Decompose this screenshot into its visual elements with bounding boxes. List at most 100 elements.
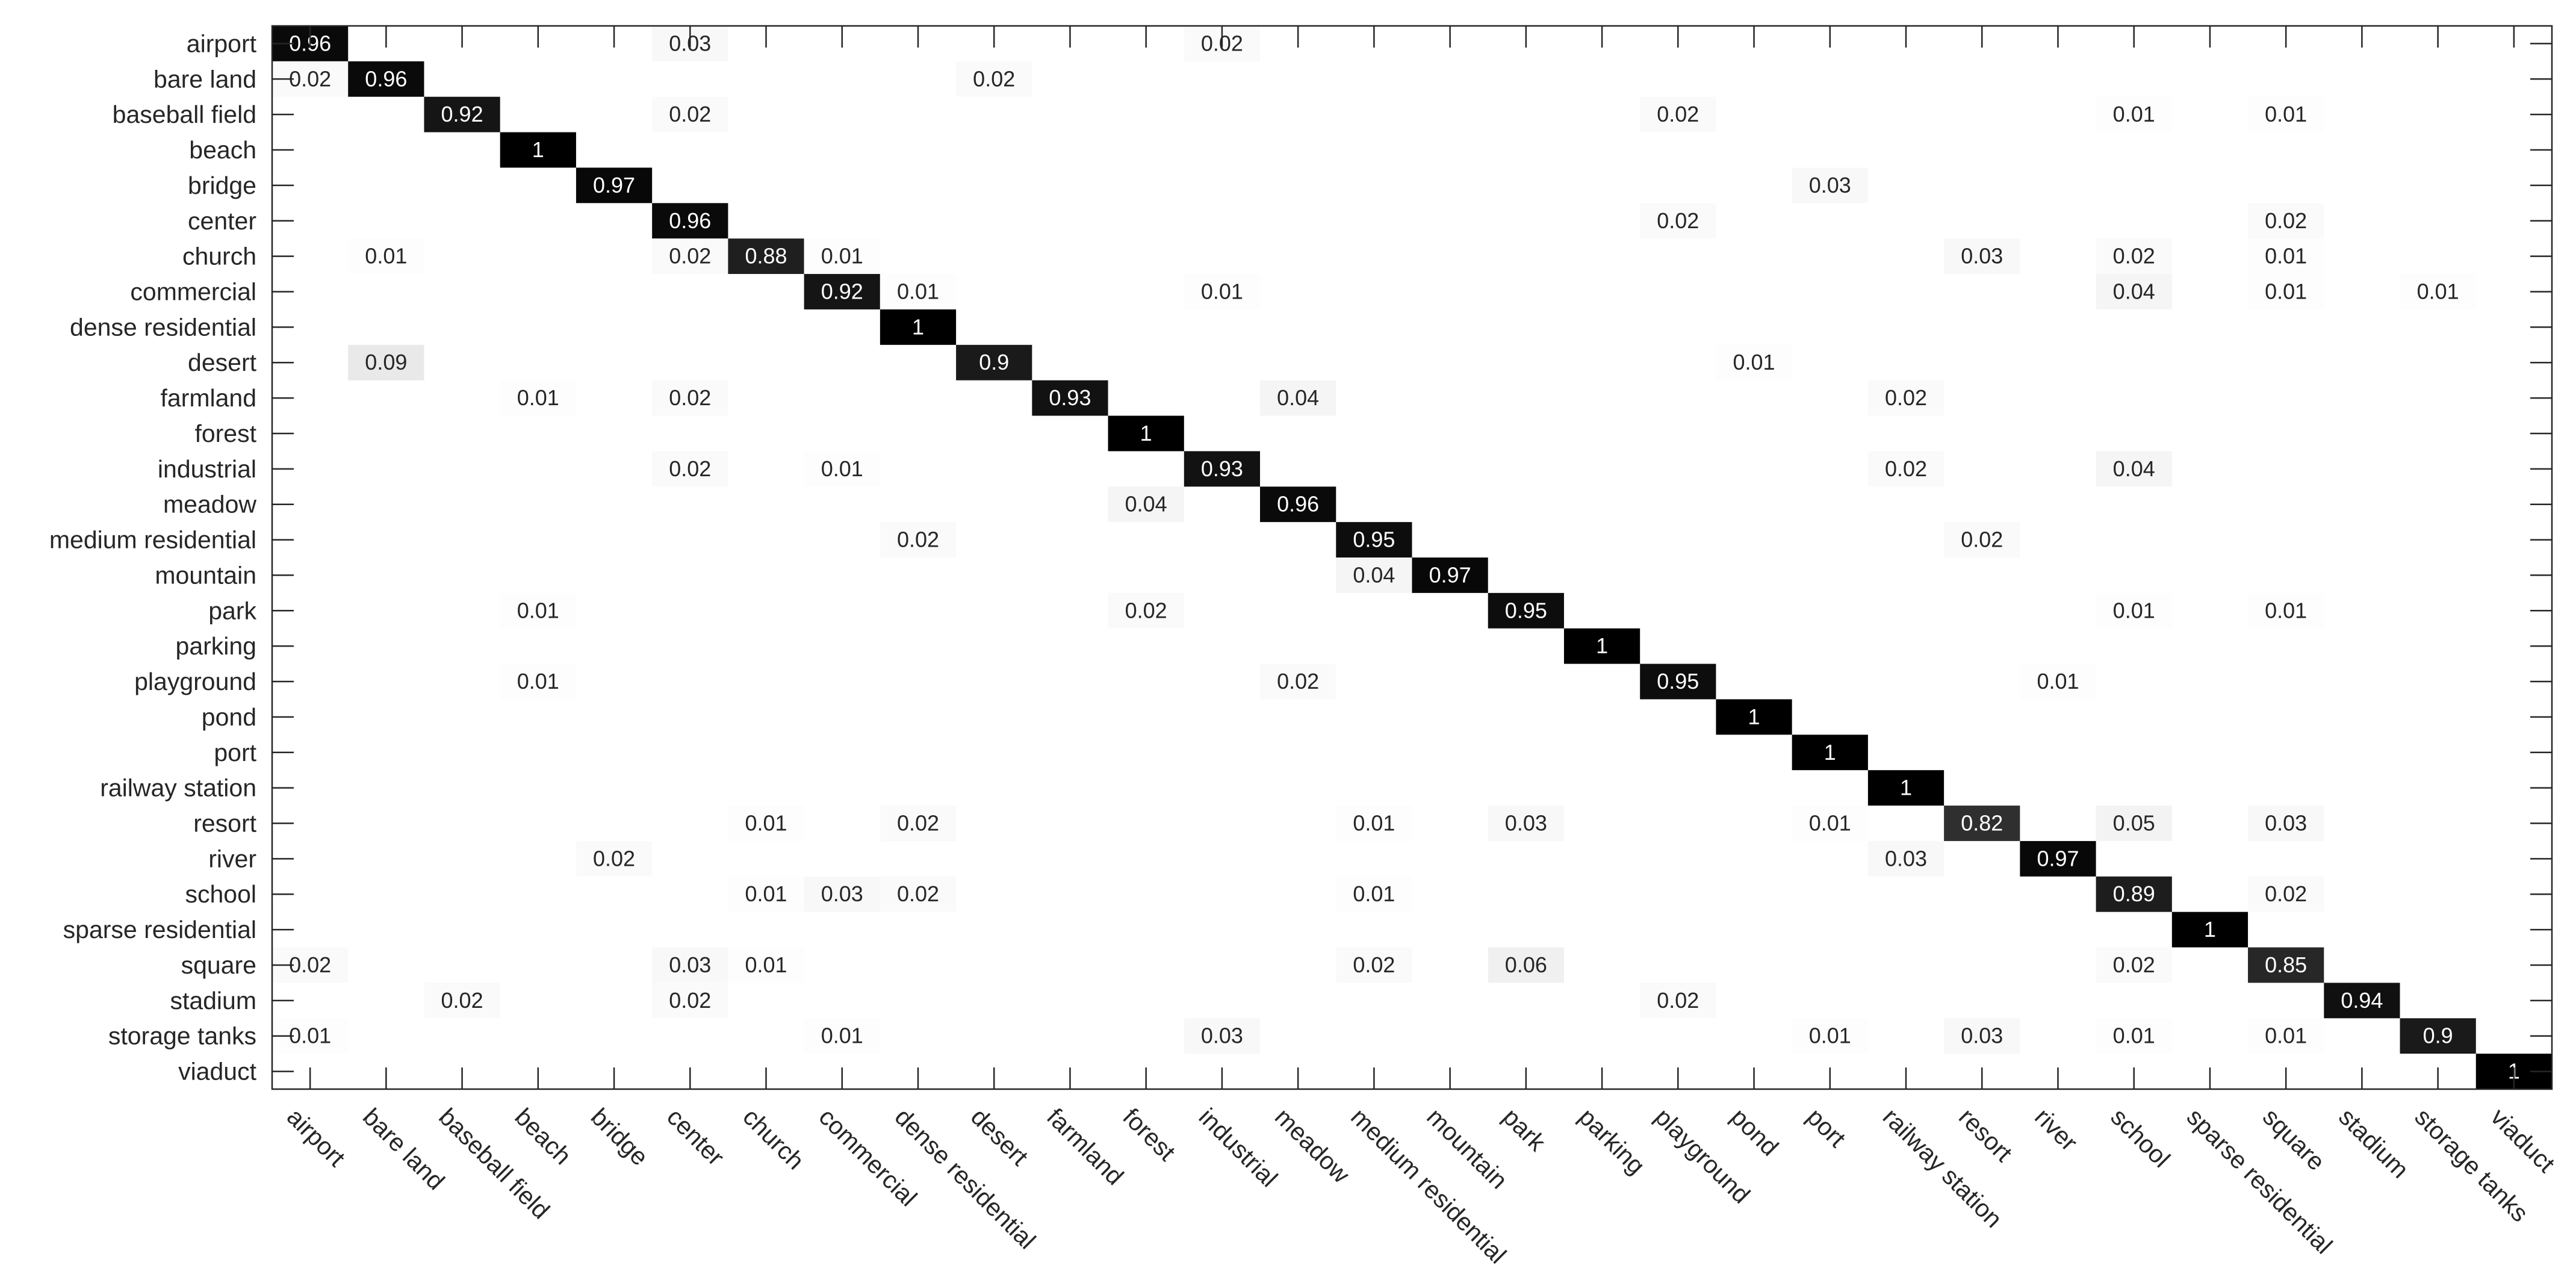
heatmap-cells: 0.96 0.03 0.02 0.02 0.96 0.02 0.92 0.02 0.02 0.01…: [272, 26, 2552, 1089]
cell-value-label: 0.02: [1125, 598, 1167, 623]
cell-value-label: 0.09: [365, 350, 407, 374]
heatmap-cell: [2096, 592, 2172, 629]
y-tick-label: pond: [202, 703, 256, 731]
heatmap-cell: [1260, 486, 1336, 523]
x-tick-label: bare land: [358, 1103, 450, 1195]
heatmap-cell: [956, 61, 1032, 97]
cell-value-label: 0.92: [441, 102, 483, 126]
cell-value-label: 0.02: [669, 102, 711, 126]
cell-value-label: 0.02: [1885, 456, 1927, 481]
heatmap-cell: [2020, 663, 2096, 700]
cell-value-label: 0.01: [2113, 1024, 2155, 1048]
heatmap-cell: [1260, 663, 1336, 700]
cell-value-label: 0.01: [821, 244, 863, 269]
cell-value-label: 0.96: [669, 208, 711, 233]
cell-value-label: 0.02: [897, 881, 939, 906]
x-tick-label: beach: [510, 1103, 577, 1170]
y-tick-label: farmland: [160, 384, 256, 412]
heatmap-cell: [2096, 1018, 2172, 1054]
cell-value-label: 0.03: [1505, 811, 1547, 836]
cell-value-label: 0.01: [289, 1024, 331, 1048]
heatmap-cell: [956, 344, 1032, 381]
x-tick-label: park: [1498, 1103, 1551, 1157]
y-tick-label: medium residential: [49, 526, 256, 554]
cell-value-label: 0.97: [593, 173, 635, 197]
x-tick-label: church: [737, 1103, 810, 1175]
cell-value-label: 0.96: [365, 66, 407, 91]
cell-value-label: 0.01: [517, 385, 559, 410]
heatmap-cell: [2096, 451, 2172, 487]
cell-value-label: 1: [1140, 421, 1152, 446]
cell-value-label: 1: [1748, 704, 1760, 729]
cell-value-label: 0.97: [2037, 846, 2079, 871]
heatmap-cell: [880, 274, 957, 309]
heatmap-cell: [500, 663, 576, 700]
y-tick-label: resort: [193, 810, 256, 837]
y-tick-label: stadium: [170, 987, 256, 1014]
cell-value-label: 0.01: [365, 244, 407, 269]
cell-value-label: 0.95: [1657, 669, 1699, 694]
heatmap-cell: [1412, 558, 1488, 593]
y-tick-label: church: [182, 243, 256, 270]
heatmap-cell: [652, 451, 728, 487]
x-tick-label: farmland: [1041, 1103, 1129, 1190]
cell-value-label: 0.06: [1505, 952, 1547, 977]
heatmap-cell: [500, 380, 576, 416]
cell-value-label: 0.9: [2423, 1024, 2453, 1048]
heatmap-cell: [424, 96, 500, 132]
cell-value-label: 0.05: [2113, 811, 2155, 836]
cell-value-label: 0.03: [1961, 1024, 2003, 1048]
heatmap-cell: [1488, 947, 1564, 983]
cell-value-label: 0.03: [1201, 1024, 1243, 1048]
cell-value-label: 0.01: [517, 669, 559, 694]
heatmap-cell: [500, 132, 576, 168]
cell-value-label: 0.88: [745, 244, 787, 269]
x-tick-label: parking: [1574, 1103, 1651, 1180]
y-tick-label: port: [214, 739, 256, 766]
y-tick-label: industrial: [158, 455, 256, 483]
cell-value-label: 0.01: [745, 881, 787, 906]
x-tick-label: viaduct: [2486, 1103, 2561, 1178]
heatmap-cell: [1792, 806, 1868, 841]
heatmap-cell: [1867, 840, 1944, 877]
heatmap-cell: [1108, 415, 1184, 452]
heatmap-cell: [2324, 983, 2400, 1019]
cell-value-label: 0.02: [289, 66, 331, 91]
x-tick-label: school: [2105, 1103, 2175, 1173]
cell-value-label: 1: [2204, 917, 2216, 942]
x-tick-label: dense residential: [890, 1103, 1041, 1255]
y-tick-label: park: [208, 597, 256, 624]
cell-value-label: 0.01: [2265, 279, 2307, 304]
cell-value-label: 0.93: [1049, 385, 1091, 410]
x-tick-label: square: [2258, 1103, 2330, 1176]
cell-value-label: 0.01: [517, 598, 559, 623]
heatmap-cell: [1867, 380, 1944, 416]
y-tick-label: parking: [176, 632, 256, 660]
cell-value-label: 1: [532, 137, 544, 162]
cell-value-label: 0.89: [2113, 881, 2155, 906]
heatmap-cell: [1336, 876, 1412, 912]
cell-value-label: 0.01: [2113, 598, 2155, 623]
cell-value-label: 0.02: [897, 811, 939, 836]
cell-value-label: 0.01: [2037, 669, 2079, 694]
heatmap-cell: [652, 947, 728, 983]
x-tick-label: port: [1801, 1103, 1851, 1153]
y-tick-label: baseball field: [113, 101, 256, 128]
y-tick-label: bare land: [154, 65, 256, 93]
heatmap-cell: [1640, 663, 1716, 700]
heatmap-cell: [576, 840, 653, 877]
heatmap-cell: [2248, 876, 2324, 912]
heatmap-cell: [728, 806, 804, 841]
cell-value-label: 0.03: [1809, 173, 1851, 197]
cell-value-label: 0.02: [1657, 102, 1699, 126]
cell-value-label: 0.01: [821, 1024, 863, 1048]
heatmap-cell: [1640, 983, 1716, 1019]
cell-value-label: 0.04: [2113, 279, 2155, 304]
heatmap-cell: [652, 380, 728, 416]
cell-value-label: 0.01: [2417, 279, 2459, 304]
y-tick-label: commercial: [130, 278, 256, 306]
heatmap-cell: [2096, 876, 2172, 912]
heatmap-cell: [2248, 203, 2324, 239]
heatmap-cell: [500, 592, 576, 629]
